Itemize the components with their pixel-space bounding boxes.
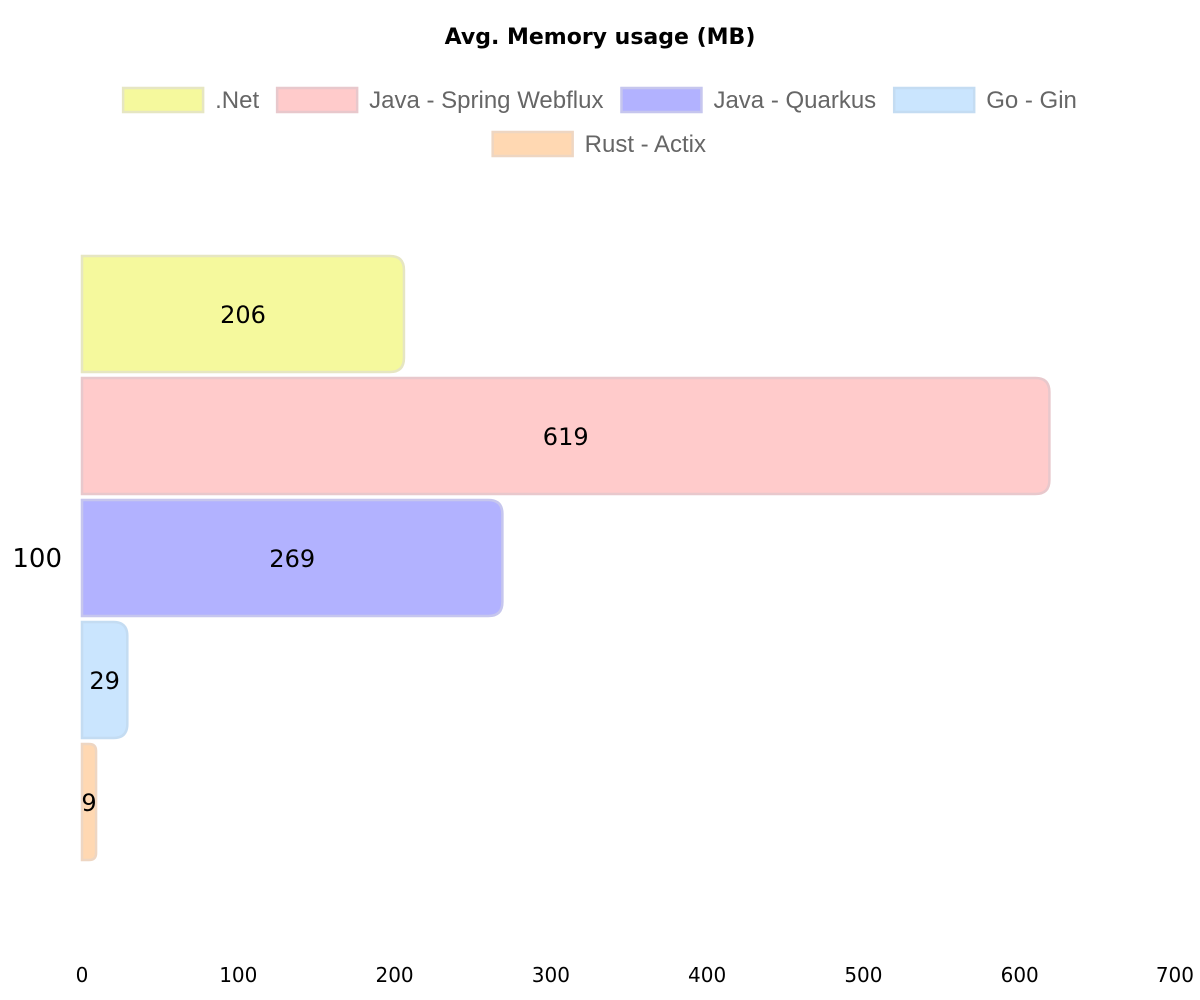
- x-tick-label: 500: [844, 963, 882, 987]
- legend-item-rust-actix[interactable]: Rust - Actix: [491, 130, 706, 158]
- x-axis-ticks: 0 100 200 300 400 500 600 700: [76, 963, 1194, 987]
- data-label-net: 206: [220, 301, 266, 329]
- x-tick-label: 600: [1001, 963, 1039, 987]
- legend-swatch: [892, 86, 976, 114]
- legend-label: Go - Gin: [986, 87, 1077, 114]
- legend-label: .Net: [215, 87, 259, 114]
- legend-swatch: [121, 86, 205, 114]
- legend-swatch: [275, 86, 359, 114]
- x-tick-label: 0: [76, 963, 89, 987]
- bar-go-gin[interactable]: [80, 620, 129, 740]
- data-label-rust-actix: 9: [81, 789, 96, 817]
- x-tick-label: 200: [375, 963, 413, 987]
- legend-item-net[interactable]: .Net: [121, 86, 259, 114]
- chart-title: Avg. Memory usage (MB): [445, 25, 756, 50]
- legend-label: Java - Spring Webflux: [369, 87, 603, 114]
- data-labels-group: 206 619 269 29 9: [81, 301, 588, 817]
- legend-label: Rust - Actix: [585, 131, 706, 158]
- bar-rust-actix[interactable]: [80, 742, 98, 862]
- x-tick-label: 400: [688, 963, 726, 987]
- data-label-java-spring-webflux: 619: [543, 423, 589, 451]
- data-label-go-gin: 29: [89, 667, 120, 695]
- legend[interactable]: .Net Java - Spring Webflux Java - Quarkus G…: [121, 86, 1077, 158]
- x-tick-label: 100: [219, 963, 257, 987]
- bar-java-quarkus[interactable]: [80, 498, 504, 618]
- bar-net[interactable]: [80, 254, 406, 374]
- legend-item-go-gin[interactable]: Go - Gin: [892, 86, 1077, 114]
- legend-swatch: [620, 86, 703, 114]
- x-tick-label: 300: [532, 963, 570, 987]
- legend-label: Java - Quarkus: [713, 87, 876, 114]
- bars-group: [80, 254, 1051, 862]
- legend-item-java-spring-webflux[interactable]: Java - Spring Webflux: [275, 86, 603, 114]
- legend-item-java-quarkus[interactable]: Java - Quarkus: [620, 86, 876, 114]
- legend-swatch: [491, 130, 574, 158]
- data-label-java-quarkus: 269: [269, 545, 315, 573]
- category-label: 100: [12, 544, 62, 574]
- bar-java-spring-webflux[interactable]: [80, 376, 1051, 496]
- category-labels-group: 100: [12, 544, 62, 574]
- x-tick-label: 700: [1156, 963, 1194, 987]
